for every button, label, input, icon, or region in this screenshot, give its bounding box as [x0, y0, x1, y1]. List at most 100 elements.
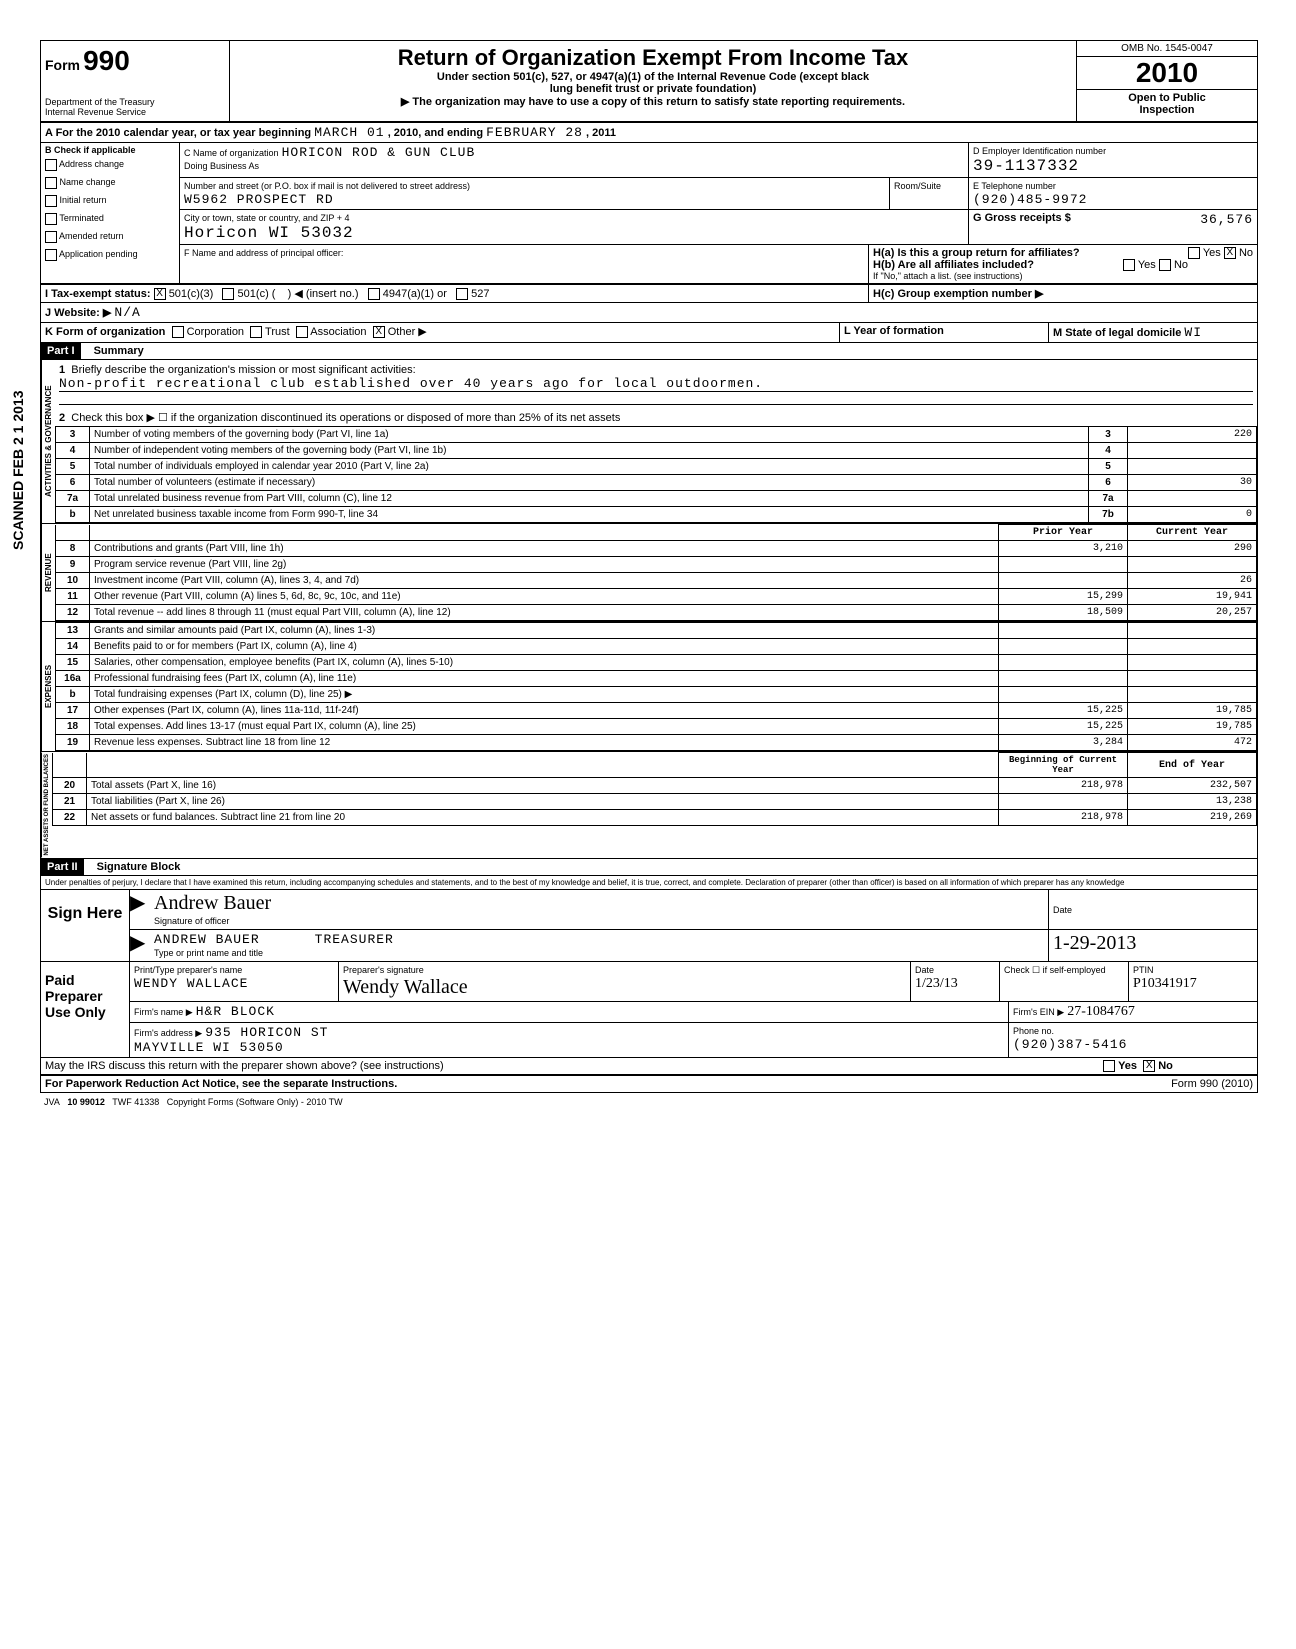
org-name: HORICON ROD & GUN CLUB: [282, 145, 476, 160]
curr-val: [1128, 687, 1257, 703]
curr-val: [1128, 671, 1257, 687]
hb-yes-checkbox[interactable]: [1123, 259, 1135, 271]
line-desc: Total expenses. Add lines 13-17 (must eq…: [90, 719, 999, 735]
ha-label: H(a) Is this a group return for affiliat…: [873, 247, 1080, 259]
prior-val: 15,225: [999, 719, 1128, 735]
section-b-header: B Check if applicable: [45, 145, 136, 155]
name-change-checkbox[interactable]: [45, 177, 57, 189]
corp-checkbox[interactable]: [172, 326, 184, 338]
line-val: [1128, 491, 1257, 507]
addr-change-checkbox[interactable]: [45, 159, 57, 171]
prior-val: 3,284: [999, 735, 1128, 751]
line-desc: Net assets or fund balances. Subtract li…: [87, 810, 999, 826]
twf-label: TWF 41338: [112, 1097, 159, 1107]
ein-value: 39-1137332: [973, 157, 1079, 175]
footer-code: 10 99012: [67, 1097, 105, 1107]
prior-val: 218,978: [999, 810, 1128, 826]
curr-val: 472: [1128, 735, 1257, 751]
line-num: 8: [56, 541, 90, 557]
curr-val: 26: [1128, 573, 1257, 589]
line-desc: Investment income (Part VIII, column (A)…: [90, 573, 999, 589]
paid-preparer-label: Paid Preparer Use Only: [41, 962, 130, 1057]
initial-checkbox[interactable]: [45, 195, 57, 207]
sig-officer-label: Signature of officer: [154, 916, 229, 926]
firm-phone: (920)387-5416: [1013, 1037, 1127, 1052]
curr-val: 20,257: [1128, 605, 1257, 621]
form-title: Return of Organization Exempt From Incom…: [234, 45, 1072, 71]
form-subtitle2: lung benefit trust or private foundation…: [234, 83, 1072, 95]
line-num: 15: [56, 655, 90, 671]
sign-here-label: Sign Here: [41, 890, 130, 961]
line-num: 19: [56, 735, 90, 751]
end-year-header: End of Year: [1128, 753, 1257, 778]
prior-val: [999, 557, 1128, 573]
line2-text: Check this box ▶ ☐ if the organization d…: [71, 412, 620, 424]
line-box: 7a: [1089, 491, 1128, 507]
line-desc: Total fundraising expenses (Part IX, col…: [90, 687, 999, 703]
ein-label: D Employer Identification number: [973, 146, 1106, 156]
firm-ein: 27-1084767: [1067, 1004, 1135, 1019]
line-desc: Total assets (Part X, line 16): [87, 778, 999, 794]
dba-label: Doing Business As: [184, 161, 259, 171]
firm-phone-label: Phone no.: [1013, 1026, 1054, 1036]
scanned-stamp: SCANNED FEB 2 1 2013: [10, 390, 26, 550]
line-desc: Other expenses (Part IX, column (A), lin…: [90, 703, 999, 719]
omb-number: OMB No. 1545-0047: [1077, 41, 1257, 57]
line-desc: Other revenue (Part VIII, column (A) lin…: [90, 589, 999, 605]
prep-date: 1/23/13: [915, 976, 958, 991]
street-label: Number and street (or P.O. box if mail i…: [184, 181, 470, 191]
assoc-checkbox[interactable]: [296, 326, 308, 338]
line-desc: Benefits paid to or for members (Part IX…: [90, 639, 999, 655]
line-desc: Professional fundraising fees (Part IX, …: [90, 671, 999, 687]
phone-value: (920)485-9972: [973, 192, 1087, 207]
officer-name: ANDREW BAUER: [154, 932, 260, 947]
line-desc: Total liabilities (Part X, line 26): [87, 794, 999, 810]
firm-addr-label: Firm's address ▶: [134, 1028, 202, 1038]
line-desc: Program service revenue (Part VIII, line…: [90, 557, 999, 573]
state-value: WI: [1184, 325, 1202, 340]
irs-label: Internal Revenue Service: [45, 107, 225, 117]
curr-val: 232,507: [1128, 778, 1257, 794]
firm-name: H&R BLOCK: [196, 1004, 275, 1019]
date-label: Date: [1053, 905, 1072, 915]
discuss-no-checkbox[interactable]: X: [1143, 1060, 1155, 1072]
527-checkbox[interactable]: [456, 288, 468, 300]
line-num: 9: [56, 557, 90, 573]
prior-val: 3,210: [999, 541, 1128, 557]
terminated-checkbox[interactable]: [45, 213, 57, 225]
hb-label: H(b) Are all affiliates included?: [873, 259, 1034, 271]
pending-checkbox[interactable]: [45, 249, 57, 261]
curr-val: 219,269: [1128, 810, 1257, 826]
line-desc: Contributions and grants (Part VIII, lin…: [90, 541, 999, 557]
firm-ein-label: Firm's EIN ▶: [1013, 1007, 1064, 1017]
part1-label: Part I: [41, 343, 81, 359]
officer-title: TREASURER: [315, 932, 394, 947]
4947-checkbox[interactable]: [368, 288, 380, 300]
ha-yes-checkbox[interactable]: [1188, 247, 1200, 259]
line-num: b: [56, 507, 90, 523]
discuss-yes-checkbox[interactable]: [1103, 1060, 1115, 1072]
ha-no-checkbox[interactable]: X: [1224, 247, 1236, 259]
name-change-label: Name change: [60, 177, 116, 187]
line-num: 17: [56, 703, 90, 719]
jva-label: JVA: [44, 1097, 60, 1107]
prep-sig-label: Preparer's signature: [343, 965, 424, 975]
prior-val: [999, 794, 1128, 810]
terminated-label: Terminated: [59, 213, 104, 223]
open-label: Open to Public: [1128, 92, 1206, 104]
line-num: 20: [53, 778, 87, 794]
paperwork-notice: For Paperwork Reduction Act Notice, see …: [45, 1078, 1171, 1090]
hb-no-checkbox[interactable]: [1159, 259, 1171, 271]
trust-checkbox[interactable]: [250, 326, 262, 338]
amended-checkbox[interactable]: [45, 231, 57, 243]
line-desc: Total number of volunteers (estimate if …: [90, 475, 1089, 491]
line-val: 30: [1128, 475, 1257, 491]
firm-addr: 935 HORICON ST: [205, 1025, 328, 1040]
part2-label: Part II: [41, 859, 84, 875]
501c-checkbox[interactable]: [222, 288, 234, 300]
501c3-checkbox[interactable]: X: [154, 288, 166, 300]
addr-change-label: Address change: [59, 159, 124, 169]
line-desc: Total unrelated business revenue from Pa…: [90, 491, 1089, 507]
other-checkbox[interactable]: X: [373, 326, 385, 338]
line-num: 7a: [56, 491, 90, 507]
